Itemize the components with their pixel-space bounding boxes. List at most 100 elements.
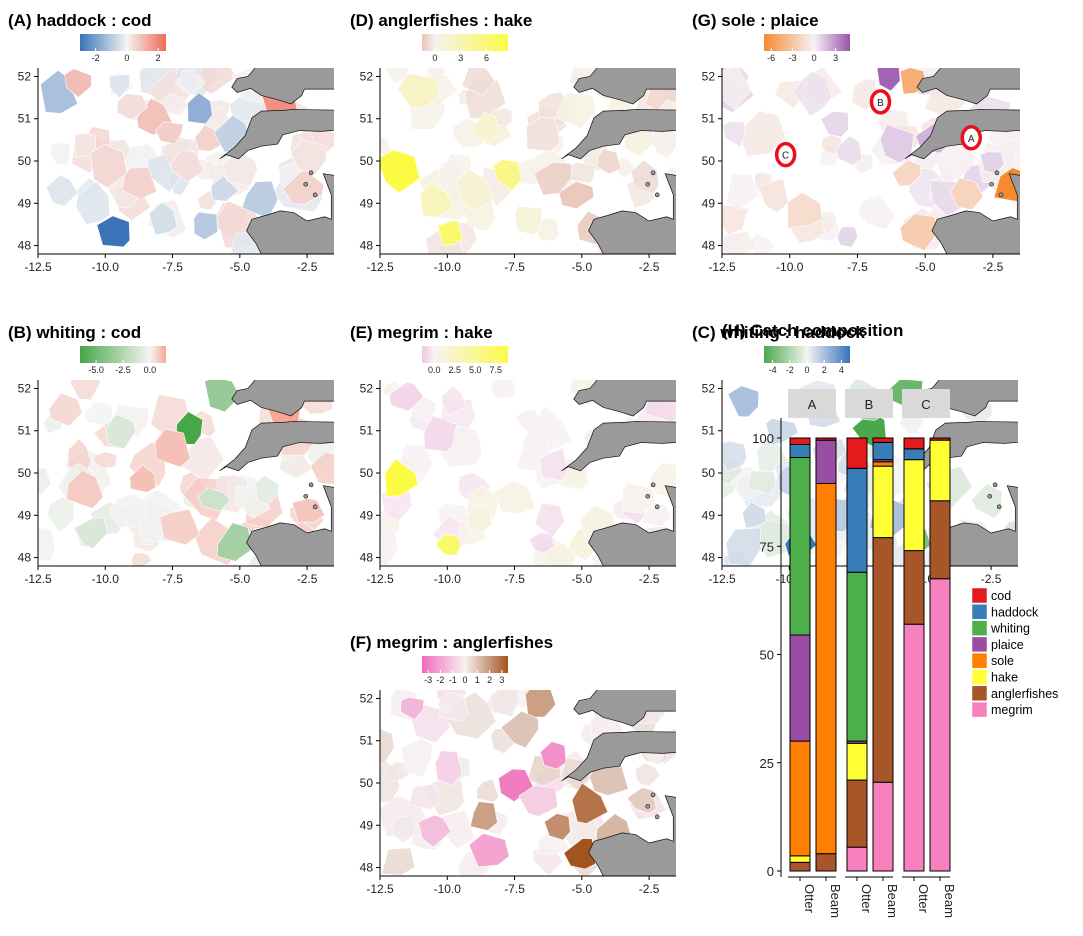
y-tick-label: 51 — [18, 112, 32, 126]
bar-segment-cod — [846, 437, 868, 469]
colorbar-tick-label: 5.0 — [469, 365, 482, 375]
map-area: A B C — [722, 68, 1020, 254]
data-cell — [492, 159, 523, 191]
data-cell — [469, 801, 498, 831]
data-cell — [255, 475, 280, 505]
data-cell — [563, 838, 596, 870]
tile — [38, 526, 56, 563]
data-cell — [45, 174, 79, 207]
bar-segment-whiting — [789, 456, 811, 636]
map-panel-E: (E) megrim : hake 0.0 2.5 5.0 7.5 -12.5 -10.0 -… — [350, 323, 676, 586]
bar-y-tick-label: 0 — [767, 864, 774, 879]
data-cell — [466, 505, 493, 534]
x-tick-label: -10.0 — [434, 572, 462, 586]
y-tick-label: 49 — [702, 508, 716, 522]
x-tick-label: -10.0 — [92, 260, 120, 274]
tile — [130, 552, 152, 566]
tile — [438, 692, 469, 723]
tile — [792, 70, 833, 117]
facet-strip — [788, 389, 836, 418]
y-tick-label: 50 — [360, 776, 374, 790]
site-marker-C: C — [774, 141, 797, 168]
legend-label: plaice — [991, 638, 1024, 652]
data-cell — [891, 159, 922, 187]
x-tick-label: -12.5 — [366, 572, 394, 586]
y-tick-label: 50 — [702, 466, 716, 480]
land-cornwall — [561, 109, 676, 160]
tile — [440, 385, 467, 416]
y-tick-label: 50 — [702, 154, 716, 168]
island — [308, 482, 314, 488]
x-tick-label: -2.5 — [983, 260, 1004, 274]
data-cell — [48, 392, 83, 427]
x-tick-label: -2.5 — [297, 260, 318, 274]
data-cell — [622, 482, 656, 514]
x-tick-label: -7.5 — [162, 572, 183, 586]
x-tick-label: -12.5 — [708, 572, 736, 586]
facet-C: C Otter Beam — [902, 389, 957, 918]
x-tick-label: -5.0 — [571, 882, 592, 896]
x-tick-label: -5.0 — [915, 260, 936, 274]
legend-item-hake: hake — [971, 669, 1018, 685]
legend-item-whiting: whiting — [971, 620, 1030, 636]
data-cell — [876, 68, 901, 92]
island — [303, 181, 309, 187]
x-tick-label: -10.0 — [434, 882, 462, 896]
y-tick-label: 51 — [702, 112, 716, 126]
island — [312, 192, 318, 198]
facet-strip-label: A — [808, 397, 817, 412]
y-tick-label: 50 — [18, 466, 32, 480]
facet-x-tick-label: Beam — [828, 884, 843, 918]
panel-title: (A) haddock : cod — [8, 11, 152, 30]
land-wales — [573, 690, 676, 727]
panel-title: (C) whiting : haddock — [692, 323, 865, 342]
facet-x-tick-label: Beam — [885, 884, 900, 918]
tile — [722, 204, 750, 236]
legend-item-cod: cod — [971, 587, 1011, 604]
colorbar-tick-label: 3 — [458, 53, 463, 63]
bar-segment-megrim — [872, 781, 894, 872]
y-tick-label: 48 — [18, 551, 32, 565]
bar-segment-haddock — [872, 441, 894, 461]
land-cornwall — [561, 731, 676, 782]
y-tick-label: 49 — [702, 196, 716, 210]
tile — [489, 690, 519, 718]
data-cell — [879, 124, 915, 163]
colorbar-tick-label: -2 — [436, 675, 444, 685]
facet-x-tick-label: Otter — [916, 884, 931, 914]
legend-label: cod — [991, 589, 1011, 603]
bar-segment-haddock — [846, 467, 868, 573]
bar-segment-megrim — [846, 846, 868, 872]
data-cell — [596, 148, 622, 175]
x-tick-label: -2.5 — [981, 572, 1002, 586]
y-tick-label: 50 — [360, 466, 374, 480]
data-cell — [197, 487, 231, 512]
y-tick-label: 48 — [360, 551, 374, 565]
land-wales — [573, 380, 676, 417]
colorbar — [80, 34, 166, 51]
colorbar — [80, 346, 166, 363]
data-cell — [159, 508, 201, 546]
bar-segment-hake — [872, 465, 894, 539]
colorbar-tick-label: -6 — [767, 53, 775, 63]
data-cell — [148, 201, 178, 236]
data-cell — [216, 522, 254, 562]
map-area — [380, 690, 676, 876]
data-cell — [899, 213, 939, 251]
data-cell — [538, 447, 568, 482]
colorbar-tick-label: 0 — [812, 53, 817, 63]
colorbar — [422, 656, 508, 673]
island — [650, 482, 656, 488]
data-cell — [526, 116, 561, 152]
data-cell — [73, 516, 109, 549]
island — [654, 504, 660, 510]
colorbar-tick-label: 7.5 — [489, 365, 502, 375]
y-tick-label: 51 — [360, 112, 374, 126]
data-cell — [468, 832, 510, 868]
legend-item-megrim: megrim — [971, 701, 1033, 718]
tile — [722, 121, 746, 148]
bar-segment-sole — [815, 482, 837, 855]
x-tick-label: -7.5 — [162, 260, 183, 274]
bar-y-tick-label: 75 — [760, 539, 774, 554]
site-circle — [774, 141, 797, 168]
